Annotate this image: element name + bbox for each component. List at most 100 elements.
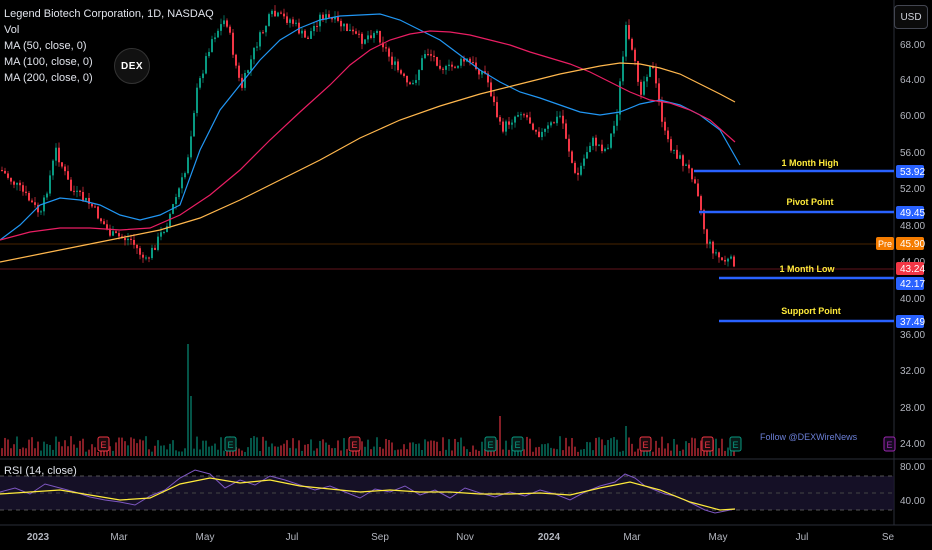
candle-body	[124, 238, 126, 241]
earnings-marker[interactable]	[701, 436, 714, 452]
earnings-marker[interactable]	[639, 436, 652, 452]
price-tag-bg	[896, 315, 924, 328]
candle-body	[283, 13, 285, 17]
candle-body	[127, 238, 129, 241]
earnings-marker[interactable]	[97, 436, 110, 452]
earnings-marker[interactable]	[729, 436, 742, 452]
earnings-marker[interactable]	[348, 436, 361, 452]
candle-body	[55, 147, 57, 161]
earnings-markers[interactable]: E E E E E E E E E	[97, 436, 896, 452]
volume-bar	[577, 451, 579, 456]
candle-body	[502, 121, 504, 132]
candle-body	[394, 61, 396, 65]
volume-bar	[1, 448, 3, 456]
candle-body	[664, 121, 666, 131]
earnings-marker-label: E	[886, 440, 892, 450]
volume-bar	[475, 449, 477, 456]
candle-body	[583, 158, 585, 166]
volume-bar	[532, 451, 534, 456]
candle-body	[595, 137, 597, 146]
candle-body	[448, 64, 450, 66]
candle-body	[313, 25, 315, 32]
volume-bar	[319, 440, 321, 456]
price-axis[interactable]: 68.00 64.00 60.00 56.00 52.00 48.00 44.0…	[900, 40, 925, 450]
time-axis[interactable]: 2023 Mar May Jul Sep Nov 2024 Mar May Ju…	[27, 532, 895, 543]
volume-bar	[55, 436, 57, 456]
price-tick: 60.00	[900, 111, 925, 122]
volume-bar	[346, 449, 348, 456]
earnings-marker-label: E	[351, 440, 357, 450]
volume-bar	[154, 445, 156, 456]
earnings-marker-label: E	[227, 440, 233, 450]
earnings-marker[interactable]	[484, 436, 497, 452]
candle-body	[346, 23, 348, 32]
candle-body	[364, 39, 366, 44]
price-tag-bg	[896, 277, 924, 290]
volume-bar	[133, 438, 135, 456]
volume-bar	[82, 438, 84, 456]
candle-body	[514, 116, 516, 123]
candle-body	[16, 182, 18, 185]
ma50-indicator-label[interactable]: MA (50, close, 0)	[4, 40, 87, 52]
volume-bar	[415, 443, 417, 456]
ma200-indicator-label[interactable]: MA (200, close, 0)	[4, 72, 93, 84]
rsi-indicator-label[interactable]: RSI (14, close)	[4, 465, 77, 477]
volume-bar	[463, 446, 465, 456]
candle-body	[598, 144, 600, 146]
symbol-title[interactable]: Legend Biotech Corporation, 1D, NASDAQ	[4, 8, 214, 20]
volume-bar	[697, 448, 699, 456]
candle-body	[157, 236, 159, 250]
volume-bar	[439, 451, 441, 456]
candle-body	[376, 30, 378, 34]
candle-body	[508, 121, 510, 125]
volume-bar	[376, 437, 378, 456]
price-tick: 48.00	[900, 221, 925, 232]
earnings-marker[interactable]	[224, 436, 237, 452]
ma100-indicator-label[interactable]: MA (100, close, 0)	[4, 56, 93, 68]
candle-body	[715, 252, 717, 254]
earnings-marker-label: E	[642, 440, 648, 450]
candle-body	[256, 46, 258, 48]
volume-indicator-label[interactable]: Vol	[4, 24, 20, 36]
candle-body	[700, 196, 702, 211]
level-label-support-point: Support Point	[781, 306, 841, 316]
volume-bar	[535, 447, 537, 456]
candle-body	[154, 247, 156, 250]
ma100-line	[0, 30, 736, 241]
volume-bar	[175, 450, 177, 456]
currency-button[interactable]: USD	[894, 5, 928, 29]
volume-bar	[322, 439, 324, 456]
candle-body	[523, 114, 525, 116]
candle-body	[631, 38, 633, 50]
follow-watermark: Follow @DEXWireNews	[760, 432, 858, 442]
candle-body	[586, 152, 588, 159]
volume-bar	[496, 439, 498, 456]
volume-bar	[37, 441, 39, 456]
volume-bar	[115, 442, 117, 456]
candle-body	[481, 71, 483, 75]
level-label-one-month-high: 1 Month High	[782, 158, 839, 168]
volume-bar	[85, 451, 87, 456]
volume-bar	[544, 444, 546, 456]
volume-bar	[217, 449, 219, 456]
volume-bar	[700, 440, 702, 456]
earnings-marker[interactable]	[511, 436, 524, 452]
volume-bar	[136, 443, 138, 456]
candle-body	[415, 80, 417, 83]
volume-bar	[502, 449, 504, 456]
candle-body	[4, 170, 6, 174]
volume-bar	[328, 444, 330, 456]
candle-body	[82, 191, 84, 201]
candle-body	[349, 29, 351, 32]
earnings-marker[interactable]	[883, 436, 896, 452]
candle-body	[244, 73, 246, 88]
candle-body	[301, 30, 303, 34]
volume-bar	[73, 444, 75, 456]
price-tag: 49.45	[900, 208, 925, 219]
volume-bar	[574, 446, 576, 456]
time-tick: Mar	[623, 532, 641, 543]
volume-bar	[433, 440, 435, 456]
volume-bar	[628, 437, 630, 456]
volume-bar	[472, 445, 474, 456]
